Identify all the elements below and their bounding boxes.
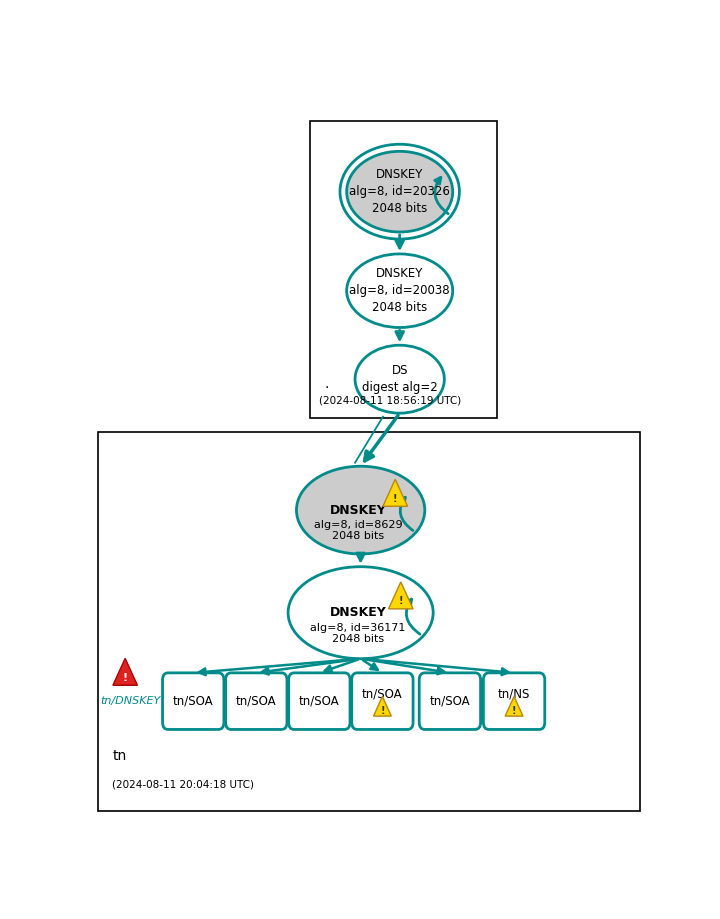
Text: DNSKEY: DNSKEY (330, 607, 386, 619)
Text: 2048 bits: 2048 bits (332, 634, 384, 644)
Polygon shape (113, 658, 138, 686)
FancyBboxPatch shape (289, 673, 350, 730)
Polygon shape (374, 697, 392, 716)
Text: (2024-08-11 20:04:18 UTC): (2024-08-11 20:04:18 UTC) (112, 779, 254, 789)
Text: alg=8, id=36171: alg=8, id=36171 (310, 622, 405, 632)
Text: !: ! (380, 706, 384, 716)
Ellipse shape (355, 346, 444, 414)
Text: tn/SOA: tn/SOA (362, 687, 402, 700)
Ellipse shape (288, 567, 433, 659)
Text: tn/SOA: tn/SOA (430, 695, 470, 708)
Polygon shape (505, 697, 523, 716)
Text: (2024-08-11 18:56:19 UTC): (2024-08-11 18:56:19 UTC) (319, 395, 461, 405)
Text: !: ! (393, 494, 397, 504)
Text: tn: tn (112, 749, 127, 763)
Polygon shape (389, 582, 413, 609)
Text: alg=8, id=8629: alg=8, id=8629 (313, 520, 402, 530)
Bar (310, 121, 498, 418)
Ellipse shape (297, 466, 425, 554)
Text: !: ! (122, 673, 127, 683)
Ellipse shape (347, 152, 453, 232)
Text: tn/SOA: tn/SOA (299, 695, 340, 708)
Text: tn/SOA: tn/SOA (173, 695, 214, 708)
FancyBboxPatch shape (163, 673, 224, 730)
Ellipse shape (347, 254, 453, 327)
Polygon shape (383, 480, 408, 506)
Text: !: ! (399, 596, 403, 607)
Text: .: . (324, 377, 329, 391)
Text: tn/SOA: tn/SOA (236, 695, 276, 708)
Bar (99, 432, 639, 811)
FancyBboxPatch shape (351, 673, 413, 730)
Text: DNSKEY
alg=8, id=20326
2048 bits: DNSKEY alg=8, id=20326 2048 bits (349, 168, 450, 215)
FancyBboxPatch shape (225, 673, 287, 730)
Text: tn/DNSKEY: tn/DNSKEY (101, 697, 161, 706)
Text: !: ! (512, 706, 516, 716)
Text: tn/NS: tn/NS (498, 687, 530, 700)
Text: DNSKEY: DNSKEY (330, 504, 386, 516)
Text: 2048 bits: 2048 bits (332, 531, 384, 541)
Text: DS
digest alg=2: DS digest alg=2 (362, 364, 438, 394)
Text: DNSKEY
alg=8, id=20038
2048 bits: DNSKEY alg=8, id=20038 2048 bits (349, 267, 450, 314)
FancyBboxPatch shape (483, 673, 545, 730)
FancyBboxPatch shape (419, 673, 481, 730)
